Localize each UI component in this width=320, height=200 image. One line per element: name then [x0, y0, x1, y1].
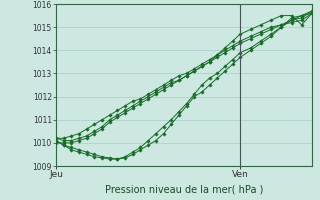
- X-axis label: Pression niveau de la mer( hPa ): Pression niveau de la mer( hPa ): [105, 185, 263, 195]
